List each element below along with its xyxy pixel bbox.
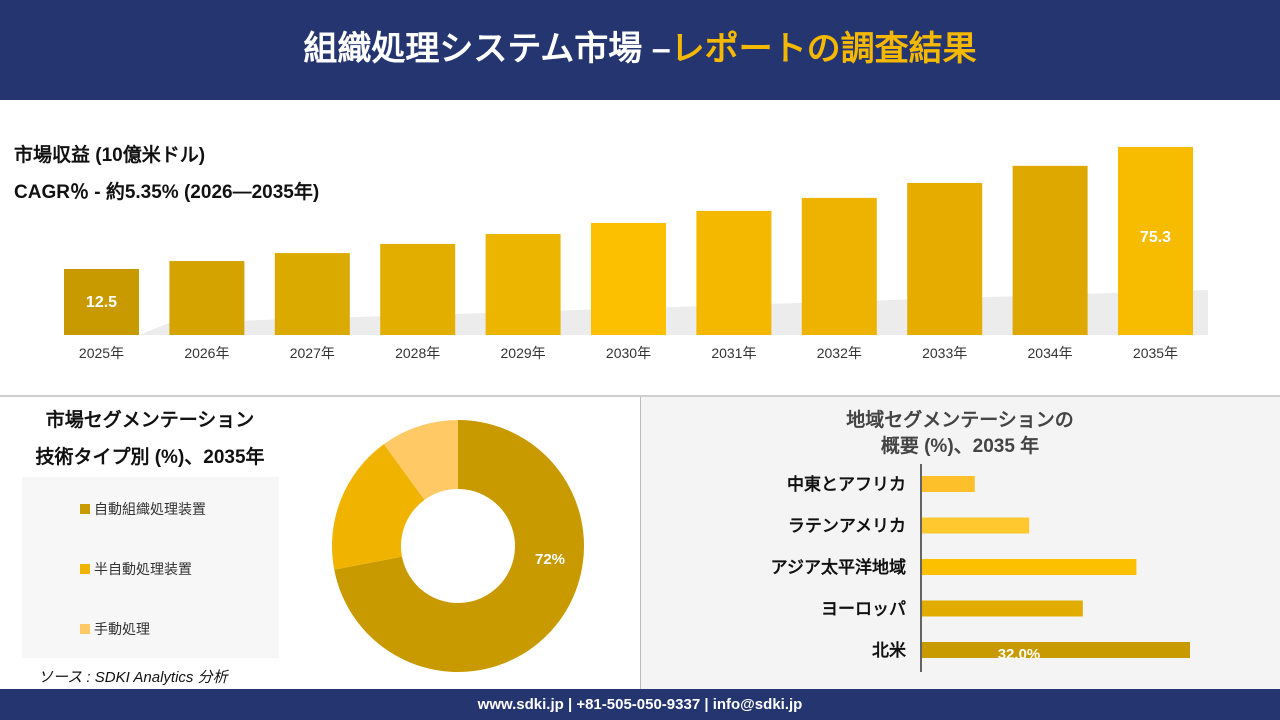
bar [591, 222, 666, 335]
x-tick-label: 2027年 [290, 345, 335, 361]
bar [922, 600, 1083, 617]
x-tick-label: 2030年 [606, 345, 651, 361]
title-main: 組織処理システム市場 – [303, 30, 671, 68]
revenue-title: 市場収益 (10億米ドル) [14, 145, 206, 166]
bar [485, 234, 561, 335]
bar [380, 243, 456, 335]
data-label: 32.0% [998, 646, 1041, 663]
donut-legend: 自動組織処理装置 半自動処理装置 手動処理 [22, 477, 279, 658]
source-note: ソース : SDKI Analytics 分析 [38, 669, 228, 686]
x-tick-label: 2032年 [817, 345, 862, 361]
legend-item: 自動組織処理装置 [80, 499, 206, 519]
data-label: 75.3 [1140, 229, 1171, 246]
bar [801, 197, 877, 335]
bar [922, 476, 975, 492]
segment-title-1: 市場セグメンテーション [45, 410, 255, 431]
legend-swatch [80, 624, 90, 634]
bar [922, 642, 1190, 658]
bar [922, 517, 1030, 534]
legend-label: 手動処理 [94, 621, 150, 637]
x-tick-label: 2025年 [79, 345, 124, 361]
x-tick-label: 2035年 [1133, 345, 1178, 361]
category-label: 北米 [872, 640, 907, 660]
legend-item: 手動処理 [80, 619, 150, 639]
legend-label: 自動組織処理装置 [94, 501, 206, 517]
category-label: ラテンアメリカ [788, 517, 906, 536]
legend-item: 半自動処理装置 [80, 559, 192, 579]
category-label: 中東とアフリカ [787, 474, 906, 494]
x-tick-label: 2026年 [184, 345, 229, 361]
header-title: 組織処理システム市場 –レポートの調査結果 [0, 0, 1280, 100]
region-title-1: 地域セグメンテーションの [846, 410, 1074, 431]
x-tick-label: 2029年 [501, 345, 546, 361]
revenue-bar-chart: 2025年 12.5 2026年 2027年 2028年 2029年 2030年 2031年 2… [64, 147, 1208, 361]
footer-contact: www.sdki.jp | +81-505-050-9337 | info@sd… [0, 689, 1280, 720]
bar [274, 253, 350, 335]
region-panel [640, 397, 1280, 689]
divider [0, 395, 1280, 397]
segment-title-2: 技術タイプ別 (%)、2035年 [35, 447, 265, 468]
cagr-subtitle: CAGR％ - 約5.35% (2026—2035年) [14, 182, 320, 203]
bar [1012, 165, 1088, 335]
bar [922, 559, 1137, 575]
bar [1118, 147, 1193, 335]
region-title-2: 概要 (%)、2035 年 [880, 436, 1040, 457]
title-accent: レポートの調査結果 [670, 30, 977, 68]
x-tick-label: 2033年 [922, 345, 967, 361]
category-label: ヨーロッパ [821, 600, 906, 619]
category-label: アジア太平洋地域 [771, 557, 906, 577]
data-label: 12.5 [86, 294, 117, 311]
bar [696, 210, 772, 335]
legend-swatch [80, 564, 90, 574]
bar [169, 261, 245, 335]
bar [907, 182, 983, 335]
x-tick-label: 2031年 [711, 345, 756, 361]
legend-label: 半自動処理装置 [94, 561, 192, 577]
x-tick-label: 2034年 [1028, 345, 1073, 361]
bar [64, 269, 139, 335]
x-tick-label: 2028年 [395, 345, 440, 361]
legend-swatch [80, 504, 90, 514]
